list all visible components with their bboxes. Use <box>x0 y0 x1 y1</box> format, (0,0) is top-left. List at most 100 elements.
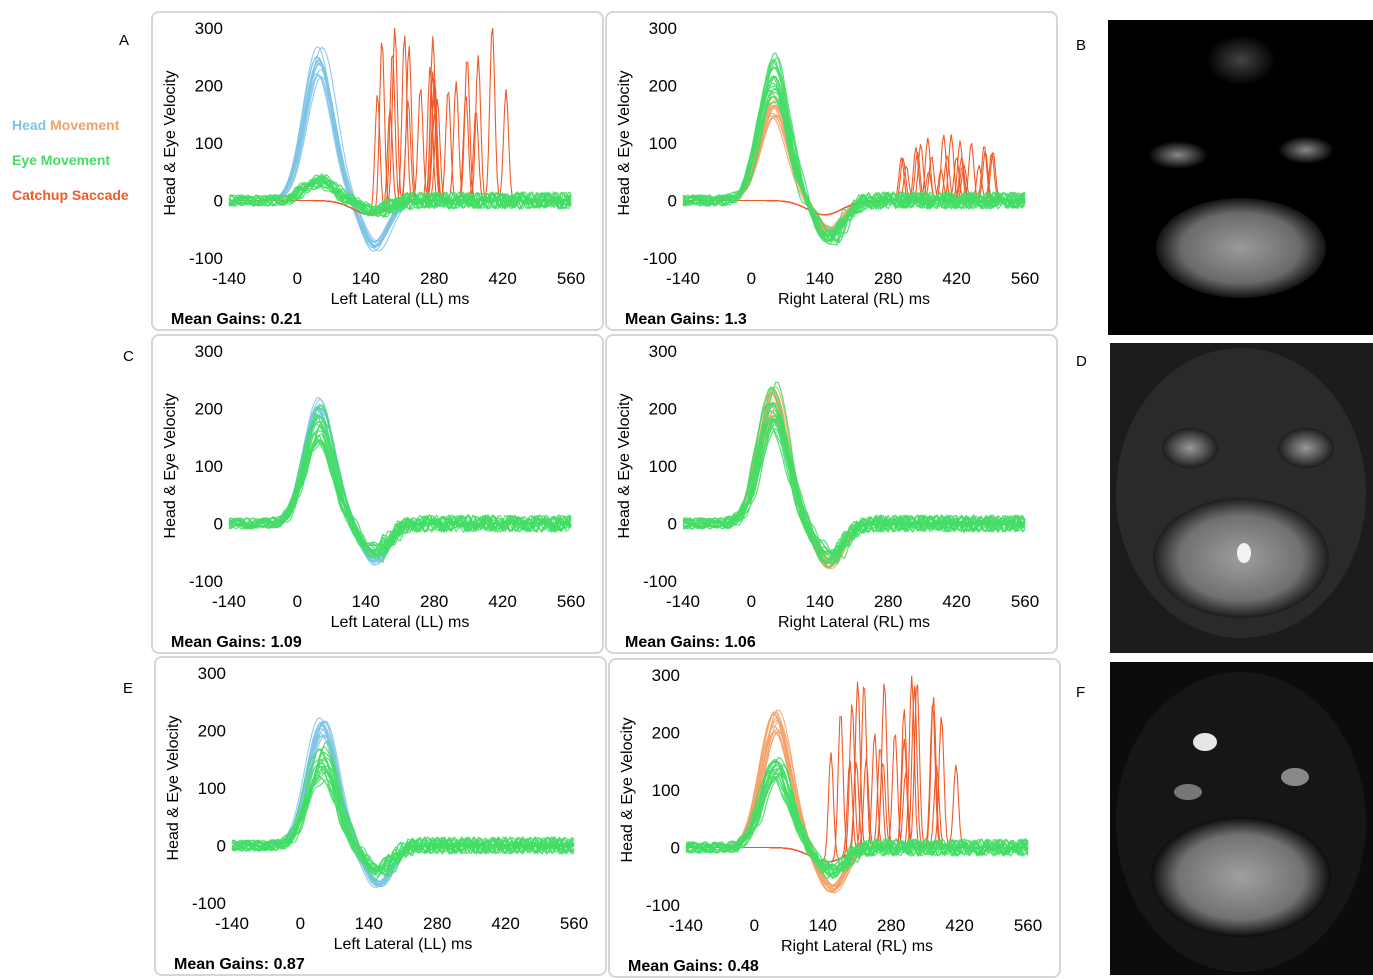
x-axis-label: Right Lateral (RL) ms <box>781 938 933 955</box>
chart-e-left-svg: 300 200 100 0 -100-140 0 140 280 420 560 Left Late… <box>165 664 588 953</box>
y-tick-label: 200 <box>649 77 677 96</box>
y-tick-label: 300 <box>652 666 680 685</box>
x-tick-label: -140 <box>669 916 703 935</box>
head-velocity-trace <box>686 725 1028 889</box>
head-velocity-trace <box>229 58 571 248</box>
eye-velocity-trace <box>685 760 1029 878</box>
head-velocity-trace <box>232 735 574 883</box>
x-tick-label: 420 <box>488 269 516 288</box>
y-tick-label: 300 <box>649 342 677 361</box>
x-tick-label: 280 <box>874 269 902 288</box>
x-tick-label: 140 <box>352 269 380 288</box>
eye-velocity-trace <box>682 88 1026 242</box>
temporal-lobe-shape <box>1278 428 1334 468</box>
eye-velocity-trace <box>682 385 1026 569</box>
eye-velocity-trace <box>682 57 1026 244</box>
x-tick-label: 560 <box>1014 916 1042 935</box>
eye-velocity-trace <box>685 772 1029 876</box>
panel-label-c: C <box>123 348 134 365</box>
legend: Head Movement Eye Movement Catchup Sacca… <box>12 118 129 223</box>
x-tick-label: 560 <box>557 592 585 611</box>
x-tick-label: 0 <box>293 592 302 611</box>
head-velocity-trace <box>229 406 571 563</box>
head-velocity-trace <box>229 409 571 562</box>
chart-panel-e-left: 300 200 100 0 -100 -140 0 140 280 420 560 Left Late… <box>154 656 607 976</box>
y-tick-label: 0 <box>668 515 677 534</box>
x-tick-label: -140 <box>212 269 246 288</box>
eye-velocity-trace <box>228 421 572 559</box>
eye-velocity-trace <box>682 403 1026 566</box>
x-axis-label: Right Lateral (RL) ms <box>778 614 930 631</box>
mri-image-d <box>1110 343 1373 653</box>
catchup-saccade-trace <box>686 705 1028 863</box>
head-velocity-trace <box>229 72 571 243</box>
x-tick-label: 280 <box>420 592 448 611</box>
head-velocity-trace <box>229 62 571 247</box>
bright-signal <box>1193 733 1217 751</box>
y-tick-label: 100 <box>195 134 223 153</box>
cerebellum-shape <box>1151 817 1331 937</box>
y-axis-label: Head & Eye Velocity <box>616 71 633 216</box>
head-velocity-trace <box>686 710 1028 893</box>
head-velocity-trace <box>683 391 1025 568</box>
head-velocity-trace <box>686 713 1028 892</box>
eye-velocity-trace <box>232 758 575 877</box>
x-tick-label: 0 <box>296 914 305 933</box>
mean-gain-label: Mean Gains: 1.3 <box>625 311 747 328</box>
head-velocity-trace <box>686 717 1028 891</box>
catchup-saccade-trace <box>686 709 1028 863</box>
traces-group <box>228 397 572 566</box>
eye-velocity-trace <box>231 765 575 877</box>
x-tick-label: 420 <box>945 916 973 935</box>
head-velocity-trace <box>686 713 1028 893</box>
traces-group <box>682 52 1026 246</box>
head-velocity-trace <box>229 46 571 252</box>
mean-gain-label: Mean Gains: 1.09 <box>171 634 302 651</box>
head-velocity-trace <box>232 735 574 883</box>
head-velocity-trace <box>229 59 571 248</box>
head-velocity-trace <box>232 722 574 887</box>
eye-velocity-trace <box>685 761 1029 879</box>
chart-panel-c-right: 300 200 100 0 -100 -140 0 140 280 420 560 Right Lat… <box>605 334 1058 654</box>
x-tick-label: 420 <box>942 592 970 611</box>
traces-group <box>228 27 572 252</box>
x-tick-label: -140 <box>666 269 700 288</box>
y-tick-label: 0 <box>671 839 680 858</box>
y-tick-label: 100 <box>652 781 680 800</box>
eye-velocity-trace <box>682 381 1026 564</box>
mean-gain-label: Mean Gains: 0.48 <box>628 958 759 975</box>
traces-group <box>682 381 1026 570</box>
catchup-saccade-trace <box>686 704 1028 863</box>
traces-group <box>231 716 575 889</box>
eye-velocity-trace <box>228 440 572 552</box>
y-tick-label: 0 <box>668 192 677 211</box>
catchup-saccade-trace <box>229 45 571 216</box>
eye-velocity-trace <box>685 756 1029 879</box>
head-velocity-trace <box>229 408 571 562</box>
x-tick-label: 140 <box>355 914 383 933</box>
eye-velocity-trace <box>228 173 572 214</box>
x-tick-label: 140 <box>806 592 834 611</box>
y-tick-label: 200 <box>198 722 226 741</box>
catchup-saccade-trace <box>229 54 571 216</box>
x-tick-label: 280 <box>877 916 905 935</box>
panel-label-d: D <box>1076 353 1087 370</box>
y-tick-label: 300 <box>198 664 226 683</box>
head-velocity-trace <box>232 716 574 889</box>
mri-f-svg <box>1116 672 1366 972</box>
head-velocity-trace <box>229 61 571 247</box>
head-velocity-trace <box>232 734 574 883</box>
head-velocity-trace <box>229 63 571 246</box>
eye-velocity-trace <box>682 404 1026 565</box>
temporal-lobe-shape <box>1281 768 1309 786</box>
head-velocity-trace <box>232 724 574 886</box>
temporal-lobe-shape <box>1148 141 1208 169</box>
x-tick-label: 0 <box>293 269 302 288</box>
x-tick-label: 420 <box>491 914 519 933</box>
y-tick-label: 200 <box>652 724 680 743</box>
traces-group <box>685 675 1029 894</box>
eye-velocity-trace <box>228 433 572 549</box>
head-velocity-trace <box>229 55 571 249</box>
y-tick-label: -100 <box>643 572 677 591</box>
x-tick-label: 0 <box>747 269 756 288</box>
